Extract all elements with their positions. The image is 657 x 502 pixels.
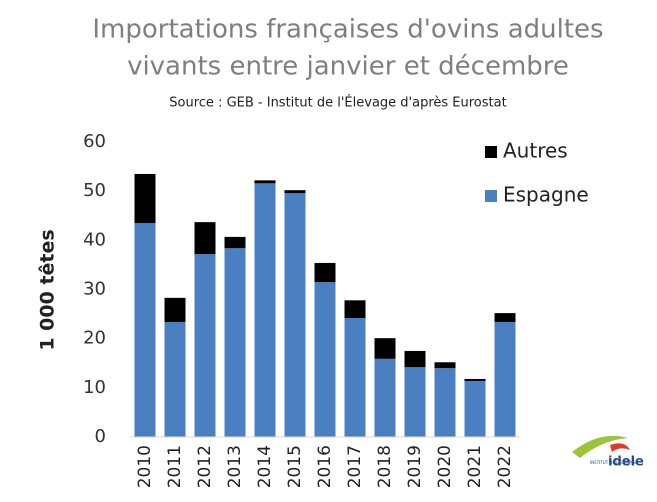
bar-segment bbox=[314, 262, 336, 283]
chart-title: vivants entre janvier et décembre bbox=[127, 52, 569, 82]
x-tick-label: 2022 bbox=[495, 445, 515, 488]
y-tick-label: 0 bbox=[95, 426, 106, 447]
x-tick-label: 2011 bbox=[165, 445, 185, 488]
bar-segment bbox=[494, 321, 516, 437]
logo-swoosh bbox=[610, 443, 630, 452]
x-tick-label: 2018 bbox=[375, 445, 395, 488]
x-tick-label: 2020 bbox=[435, 445, 455, 488]
x-tick-label: 2014 bbox=[255, 445, 275, 488]
y-tick-label: 40 bbox=[83, 229, 106, 250]
y-axis-label: 1 000 têtes bbox=[37, 229, 59, 350]
bar-segment bbox=[344, 300, 366, 319]
bar-segment bbox=[374, 338, 396, 359]
bar-segment bbox=[224, 236, 246, 249]
bar-segment bbox=[464, 380, 486, 437]
x-tick-label: 2010 bbox=[135, 445, 155, 488]
y-tick-label: 50 bbox=[83, 180, 106, 201]
legend-swatch bbox=[485, 190, 497, 202]
bar-segment bbox=[164, 297, 186, 322]
bar-segment bbox=[434, 362, 456, 369]
bar-segment bbox=[194, 254, 216, 437]
chart-title: Importations françaises d'ovins adultes bbox=[92, 15, 603, 45]
logo: INSTITUT DE L'ÉLEVAGE idele bbox=[572, 435, 644, 470]
legend-label: Autres bbox=[503, 139, 568, 163]
bar-segment bbox=[494, 313, 516, 322]
bar-segment bbox=[224, 248, 246, 437]
x-tick-label: 2013 bbox=[225, 445, 245, 488]
bar-segment bbox=[404, 367, 426, 437]
legend-label: Espagne bbox=[503, 183, 589, 207]
bar-segment bbox=[254, 183, 276, 437]
bar-segment bbox=[314, 282, 336, 437]
logo-caption: INSTITUT DE L'ÉLEVAGE bbox=[590, 460, 638, 465]
x-tick-label: 2019 bbox=[405, 445, 425, 488]
bar-segment bbox=[434, 368, 456, 437]
y-tick-label: 20 bbox=[83, 328, 106, 349]
logo-swoosh bbox=[572, 435, 628, 458]
bar-segment bbox=[284, 193, 306, 437]
bar-segment bbox=[164, 321, 186, 437]
bar-segment bbox=[134, 223, 156, 437]
chart-subtitle: Source : GEB - Institut de l'Élevage d'a… bbox=[169, 95, 506, 111]
y-tick-label: 10 bbox=[83, 377, 106, 398]
bar-segment bbox=[134, 173, 156, 224]
y-tick-label: 30 bbox=[83, 279, 106, 300]
bar-segment bbox=[404, 350, 426, 368]
x-tick-label: 2017 bbox=[345, 445, 365, 488]
x-tick-label: 2021 bbox=[465, 445, 485, 488]
x-tick-label: 2012 bbox=[195, 445, 215, 488]
bar-segment bbox=[374, 358, 396, 437]
bar-segment bbox=[284, 190, 306, 194]
legend-swatch bbox=[485, 146, 497, 158]
x-tick-label: 2015 bbox=[285, 445, 305, 488]
x-tick-label: 2016 bbox=[315, 445, 335, 488]
bar-segment bbox=[464, 378, 486, 381]
bar-segment bbox=[344, 318, 366, 437]
bar-segment bbox=[194, 222, 216, 255]
bar-segment bbox=[254, 180, 276, 184]
logo-text: idele bbox=[608, 455, 644, 470]
y-tick-label: 60 bbox=[83, 131, 106, 152]
